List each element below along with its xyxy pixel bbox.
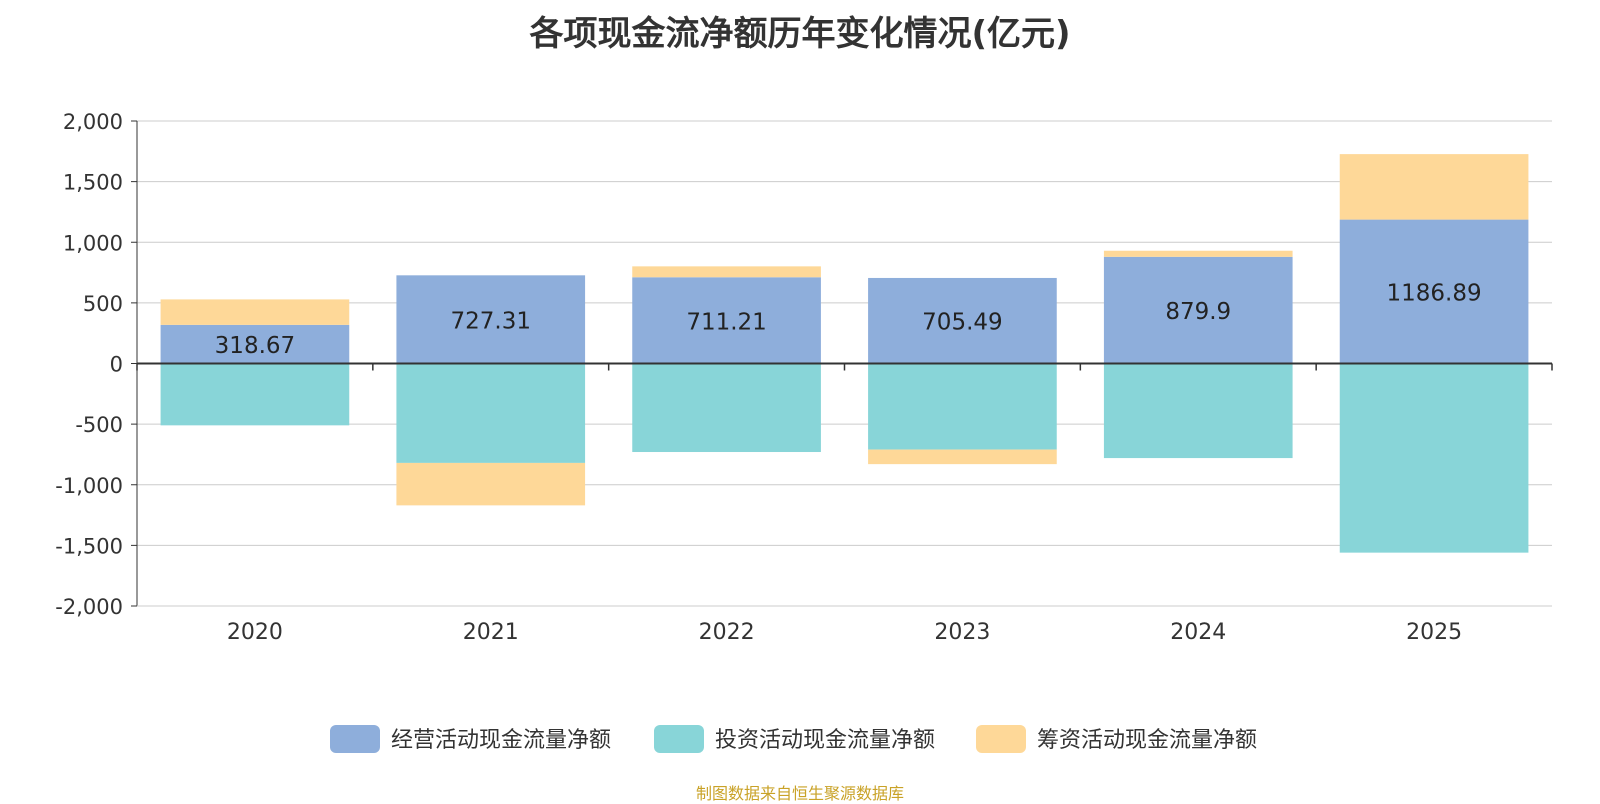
bar-series2-2024 bbox=[1103, 363, 1293, 459]
bar-series1-2024 bbox=[1103, 256, 1293, 364]
data-label-2024: 879.9 bbox=[1165, 299, 1231, 325]
bar-series2-2022 bbox=[632, 363, 821, 453]
bar-series1-2023 bbox=[868, 277, 1057, 364]
legend-label-2: 投资活动现金流量净额 bbox=[715, 728, 935, 753]
chart-title: 各项现金流净额历年变化情况(亿元) bbox=[529, 14, 1071, 54]
legend-label-1: 经营活动现金流量净额 bbox=[391, 728, 611, 753]
x-tick-label: 2023 bbox=[934, 620, 990, 645]
x-tick-label: 2024 bbox=[1170, 620, 1226, 645]
legend-swatch-1 bbox=[330, 725, 380, 753]
bar-series3-2024 bbox=[1103, 250, 1293, 257]
bar-series3-2021 bbox=[396, 462, 586, 506]
x-tick-label: 2020 bbox=[227, 620, 283, 645]
bar-series2-2025 bbox=[1339, 363, 1529, 553]
bar-series1-2025 bbox=[1339, 219, 1529, 364]
data-label-2022: 711.21 bbox=[686, 309, 766, 335]
x-tick-label: 2021 bbox=[463, 620, 519, 645]
data-label-2023: 705.49 bbox=[922, 310, 1002, 336]
y-tick-label: 2,000 bbox=[63, 110, 123, 134]
data-source-note: 制图数据来自恒生聚源数据库 bbox=[695, 784, 904, 803]
bar-series1-2021 bbox=[396, 275, 586, 364]
bar-series2-2021 bbox=[396, 363, 586, 463]
y-tick-label: 500 bbox=[83, 292, 123, 316]
bar-series1-2020 bbox=[160, 324, 350, 364]
data-label-2021: 727.31 bbox=[451, 308, 531, 334]
y-tick-label: -1,500 bbox=[55, 534, 123, 558]
legend-swatch-2 bbox=[654, 725, 704, 753]
y-tick-label: -1,000 bbox=[55, 474, 123, 498]
y-tick-label: 1,000 bbox=[63, 231, 123, 255]
legend-label-3: 筹资活动现金流量净额 bbox=[1037, 728, 1257, 753]
bar-series3-2020 bbox=[160, 299, 350, 325]
data-label-2025: 1186.89 bbox=[1387, 281, 1482, 307]
y-tick-label: -500 bbox=[75, 413, 123, 437]
y-tick-label: -2,000 bbox=[55, 595, 123, 619]
bar-series1-2022 bbox=[632, 277, 821, 364]
bar-series3-2025 bbox=[1339, 154, 1529, 220]
bar-series3-2022 bbox=[632, 266, 821, 278]
bar-series2-2023 bbox=[868, 363, 1057, 450]
data-label-2020: 318.67 bbox=[215, 333, 295, 359]
x-tick-label: 2022 bbox=[699, 620, 755, 645]
bar-series2-2020 bbox=[160, 363, 350, 426]
x-tick-label: 2025 bbox=[1406, 620, 1462, 645]
y-tick-label: 1,500 bbox=[63, 171, 123, 195]
y-tick-label: 0 bbox=[110, 353, 123, 377]
legend-swatch-3 bbox=[976, 725, 1026, 753]
bar-series3-2023 bbox=[868, 449, 1057, 465]
